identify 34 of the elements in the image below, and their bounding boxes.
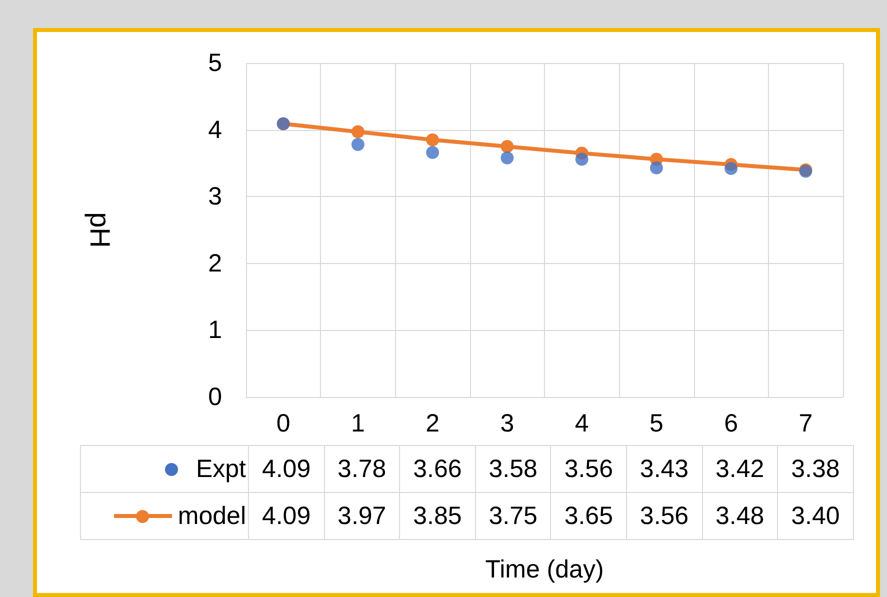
data-label: 3.66 (400, 446, 476, 492)
x-tick-label: 7 (798, 410, 813, 438)
x-tick-label: 6 (724, 410, 738, 438)
data-label: 3.97 (324, 492, 400, 540)
x-tick-label: 2 (426, 410, 440, 438)
legend-label: Expt (80, 446, 248, 492)
data-label: 4.09 (248, 492, 324, 540)
y-tick-label: 1 (208, 316, 222, 344)
x-tick-label: 0 (276, 410, 290, 438)
y-tick-label: 3 (208, 182, 222, 211)
x-tick-label: 3 (500, 410, 514, 438)
data-label: 3.42 (702, 446, 778, 492)
data-label: 3.75 (475, 492, 551, 540)
x-tick-label: 5 (649, 410, 664, 438)
data-label: 3.38 (778, 446, 854, 492)
data-label: 3.56 (626, 492, 702, 540)
y-tick-label: 5 (208, 49, 222, 77)
data-label: 3.78 (324, 446, 400, 492)
y-tick-label: 4 (208, 116, 222, 144)
data-label: 3.58 (475, 446, 551, 492)
data-label: 3.48 (702, 492, 778, 540)
y-tick-label: 0 (208, 383, 222, 411)
y-axis-title: pH (84, 212, 116, 248)
y-tick-label: 2 (208, 249, 222, 278)
data-label: 3.40 (778, 492, 854, 540)
legend-label: model (80, 492, 248, 540)
x-axis-title: Time (day) (485, 556, 604, 584)
data-label: 3.56 (550, 446, 626, 492)
x-tick-label: 4 (574, 410, 589, 438)
data-label: 3.43 (626, 446, 702, 492)
data-label: 4.09 (248, 446, 324, 492)
x-tick-label: 1 (350, 410, 365, 438)
data-label: 3.85 (400, 492, 476, 540)
data-label: 3.65 (550, 492, 626, 540)
